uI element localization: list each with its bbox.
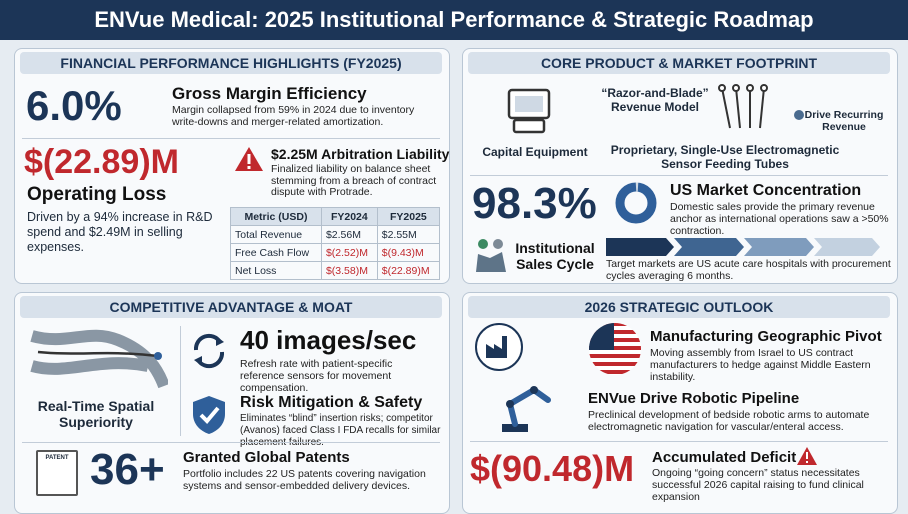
- divider: [470, 441, 888, 442]
- tubes-label: Proprietary, Single-Use Electromagnetic …: [610, 143, 840, 171]
- table-header: FY2024: [320, 207, 378, 226]
- deficit-text: Ongoing “going concern” status necessita…: [652, 467, 864, 503]
- factory-icon: [475, 323, 523, 371]
- model-label: “Razor-and-Blade” Revenue Model: [601, 86, 709, 114]
- table-cell: Total Revenue: [230, 225, 322, 244]
- robot-arm-icon: [502, 386, 551, 432]
- donut-icon: [615, 182, 657, 224]
- pivot-text: Moving assembly from Israel to US contra…: [650, 347, 871, 383]
- robotic-text: Preclinical development of bedside robot…: [588, 409, 870, 433]
- panel-title: FINANCIAL PERFORMANCE HIGHLIGHTS (FY2025…: [20, 52, 442, 74]
- concentration-value: 98.3%: [472, 179, 597, 228]
- operating-loss-value: $(22.89)M: [24, 143, 179, 181]
- deficit-value: $(90.48)M: [470, 448, 635, 489]
- gross-margin-label: Gross Margin Efficiency: [172, 84, 367, 103]
- catheter-illustration: [30, 329, 168, 389]
- cycle-label: Institutional Sales Cycle: [515, 240, 595, 272]
- arbitration-label: $2.25M Arbitration Liability: [271, 146, 450, 162]
- patent-icon: [36, 450, 78, 496]
- table-cell: $2.55M: [376, 225, 441, 244]
- moat-panel: [14, 292, 450, 514]
- table-cell: $2.56M: [320, 225, 378, 244]
- patents-text: Portfolio includes 22 US patents coverin…: [183, 468, 426, 492]
- robotic-label: ENVue Drive Robotic Pipeline: [588, 390, 800, 407]
- spatial-label: Real-Time Spatial Superiority: [37, 398, 155, 430]
- panel-title: CORE PRODUCT & MARKET FOOTPRINT: [468, 52, 890, 74]
- divider: [470, 175, 888, 176]
- table-header: FY2025: [376, 207, 441, 226]
- warning-icon: [235, 147, 263, 171]
- table-header: Metric (USD): [230, 207, 322, 226]
- bullet: [794, 110, 804, 120]
- us-flag-icon: [589, 323, 641, 375]
- concentration-label: US Market Concentration: [670, 182, 862, 199]
- divider: [22, 138, 440, 139]
- outlook-panel: [462, 292, 898, 514]
- tubes-icon: [718, 84, 768, 129]
- deficit-label: Accumulated Deficit: [652, 449, 797, 466]
- financial-table: Metric (USD) FY2024 FY2025 Total Revenue $2…: [230, 207, 441, 280]
- table-cell: $(22.89)M: [376, 261, 441, 280]
- gross-margin-value: 6.0%: [26, 82, 122, 129]
- gross-margin-text: Margin collapsed from 59% in 2024 due to…: [172, 104, 415, 128]
- operating-loss-label: Operating Loss: [27, 184, 167, 205]
- rate-text: Refresh rate with patient-specific refer…: [240, 358, 393, 394]
- table-cell: Net Loss: [230, 261, 322, 280]
- operating-loss-text: Driven by a 94% increase in R&D spend an…: [27, 210, 213, 254]
- risk-label: Risk Mitigation & Safety: [240, 394, 423, 411]
- chevrons: [606, 238, 880, 256]
- title: ENVue Medical: 2025 Institutional Perfor…: [0, 0, 908, 40]
- capital-label: Capital Equipment: [482, 145, 588, 159]
- cycle-text: Target markets are US acute care hospita…: [606, 258, 891, 282]
- risk-text: Eliminates “blind” insertion risks; comp…: [240, 413, 441, 448]
- warning-icon: [797, 447, 817, 465]
- table-cell: Free Cash Flow: [230, 243, 322, 262]
- patent-icon-label: PATENT: [45, 455, 69, 461]
- table-cell: $(9.43)M: [376, 243, 441, 262]
- pivot-label: Manufacturing Geographic Pivot: [650, 328, 882, 345]
- refresh-icon: [193, 333, 225, 369]
- panel-title: 2026 STRATEGIC OUTLOOK: [468, 296, 890, 318]
- recurring-label: Drive Recurring Revenue: [804, 109, 884, 133]
- divider: [180, 326, 181, 436]
- concentration-text: Domestic sales provide the primary reven…: [670, 201, 889, 237]
- table-cell: $(2.52)M: [320, 243, 378, 262]
- shield-icon: [193, 396, 225, 434]
- rate-value: 40 images/sec: [240, 325, 417, 355]
- divider: [22, 442, 440, 443]
- panel-title: COMPETITIVE ADVANTAGE & MOAT: [20, 296, 442, 318]
- patents-value: 36+: [90, 445, 165, 494]
- table-cell: $(3.58)M: [320, 261, 378, 280]
- monitor-icon: [507, 88, 551, 134]
- patents-label: Granted Global Patents: [183, 449, 350, 466]
- handshake-icon: [476, 239, 506, 272]
- arbitration-text: Finalized liability on balance sheet ste…: [271, 163, 437, 198]
